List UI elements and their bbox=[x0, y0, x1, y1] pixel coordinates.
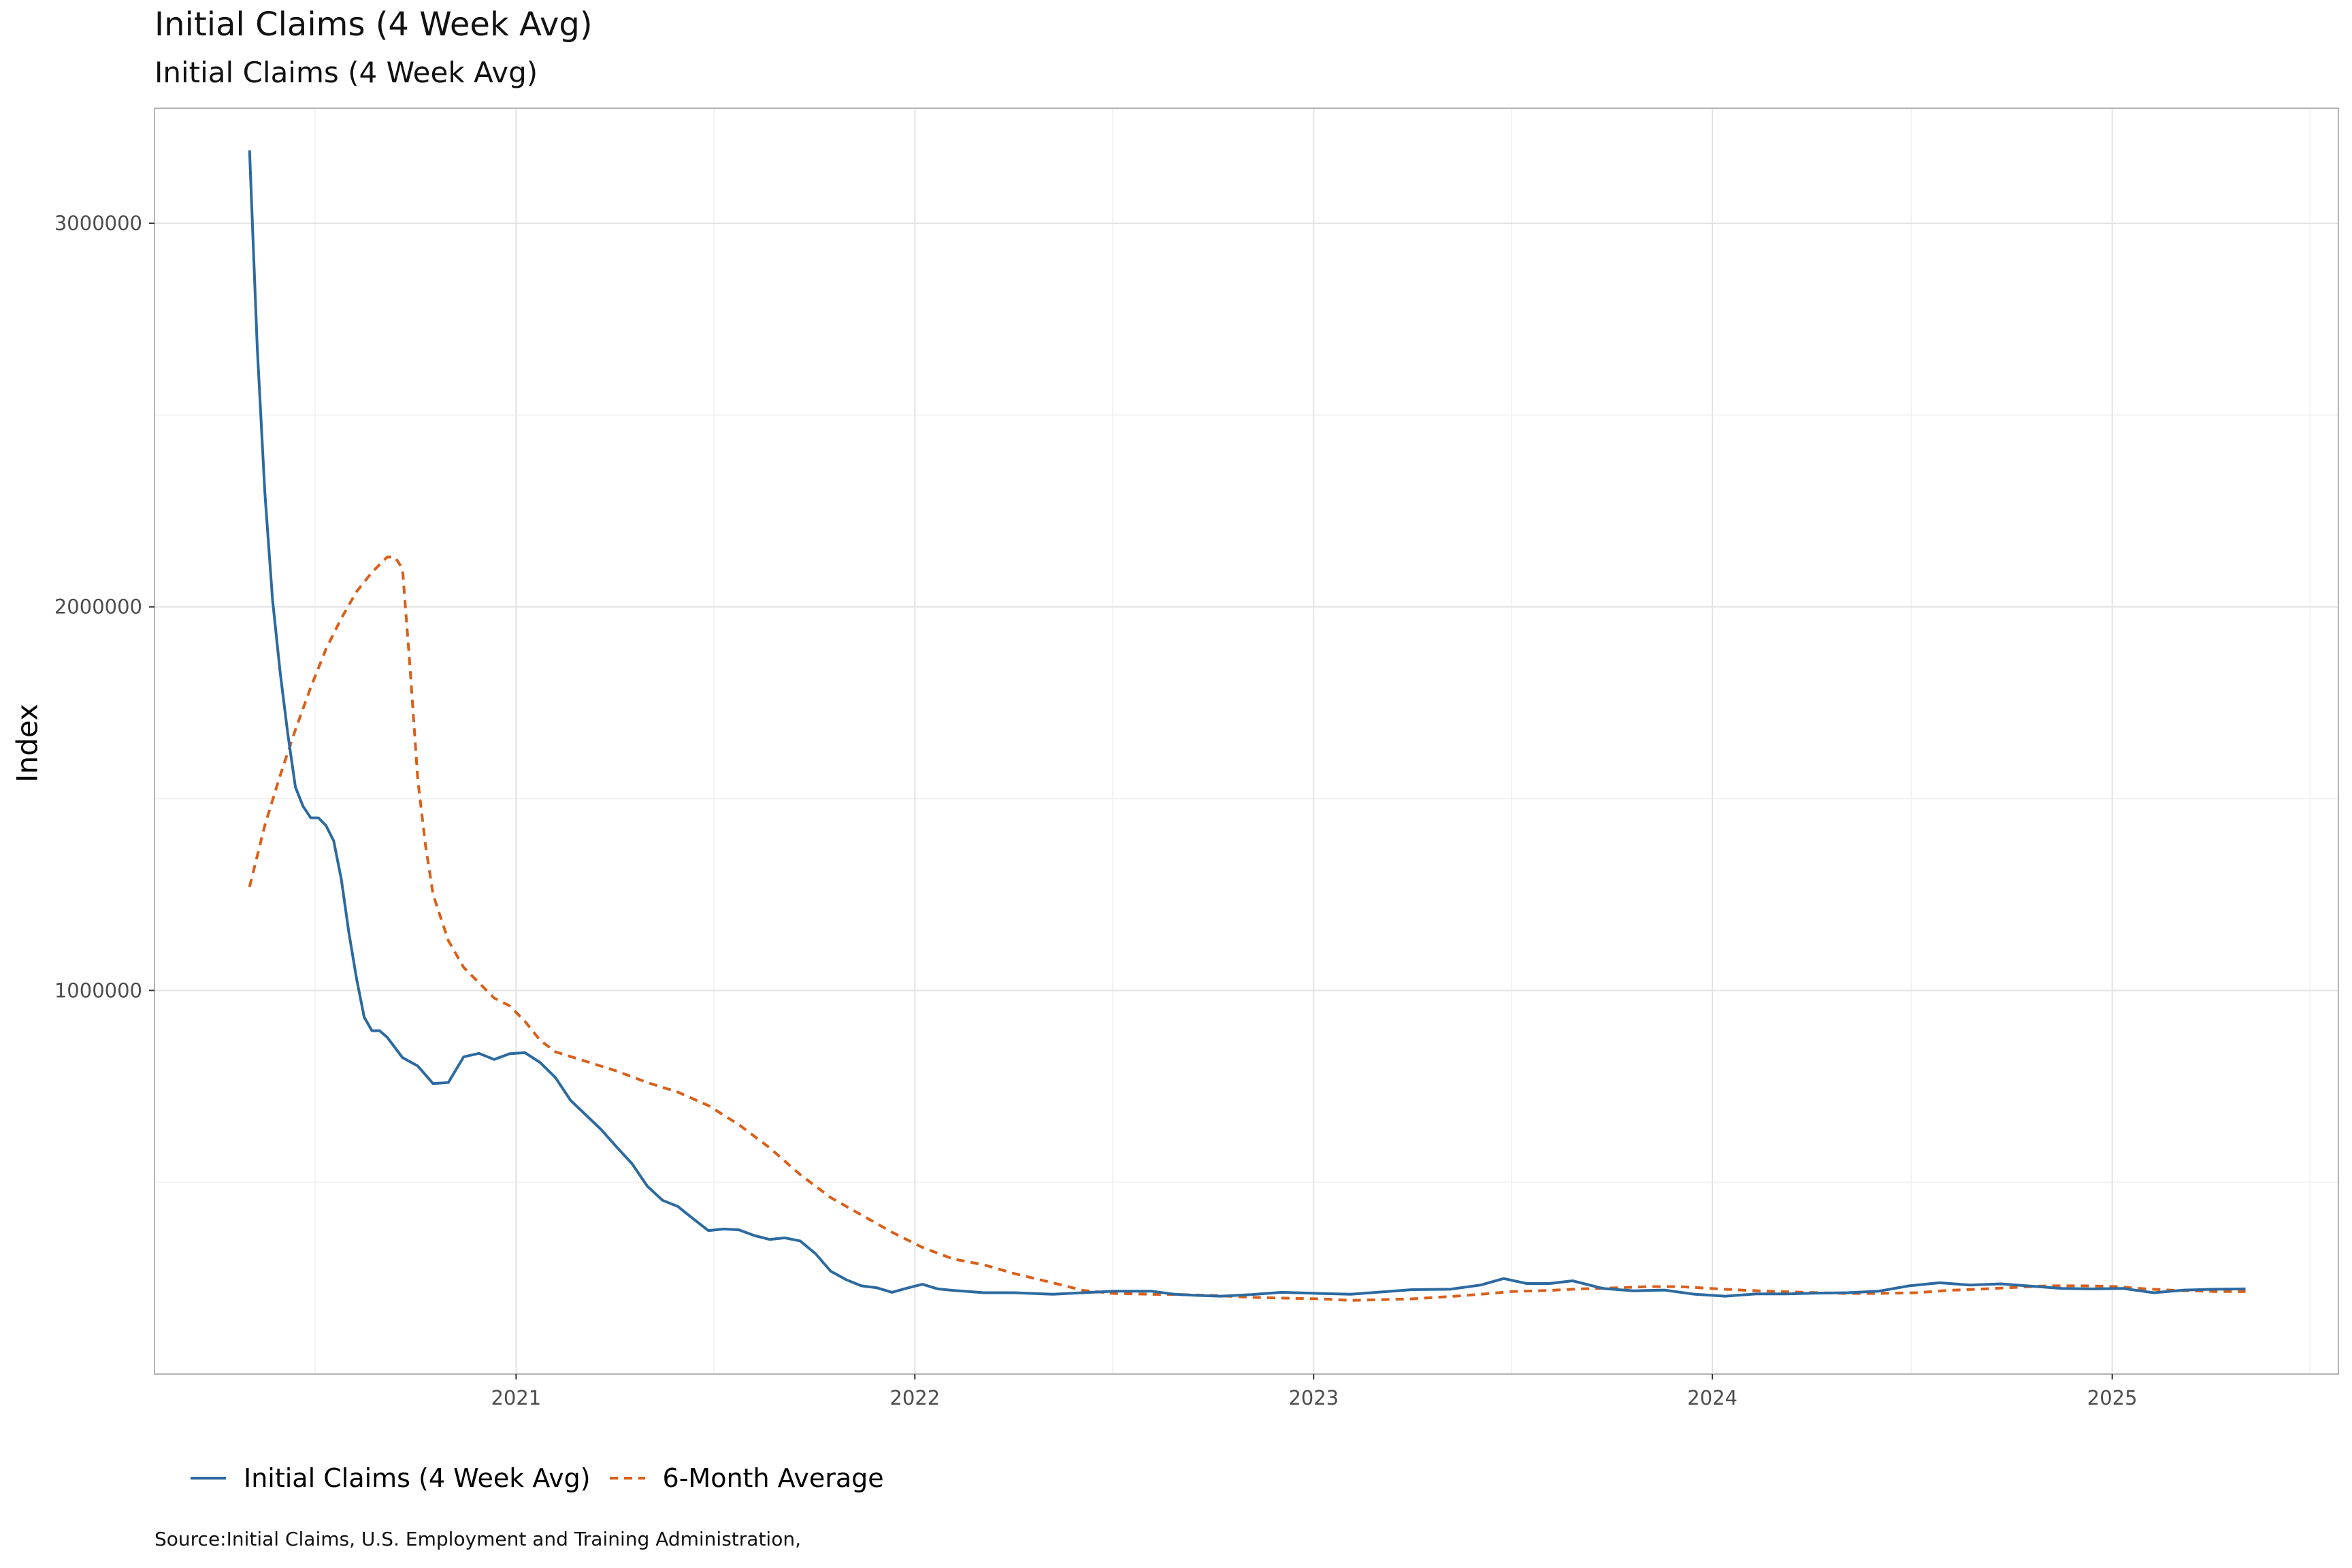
legend-item-initial-claims: Initial Claims (4 Week Avg) bbox=[189, 1463, 591, 1493]
minor-gridlines bbox=[154, 108, 2338, 1374]
major-gridlines bbox=[154, 108, 2338, 1374]
source-note: Source:Initial Claims, U.S. Employment a… bbox=[154, 1528, 801, 1550]
legend-key-dashed-line bbox=[608, 1465, 647, 1492]
chart-subtitle: Initial Claims (4 Week Avg) bbox=[154, 56, 538, 89]
legend-label-6-month-average: 6-Month Average bbox=[662, 1463, 884, 1493]
chart-title: Initial Claims (4 Week Avg) bbox=[154, 5, 593, 44]
series-line-6-month-average bbox=[248, 555, 2246, 1302]
legend-label-initial-claims: Initial Claims (4 Week Avg) bbox=[244, 1463, 591, 1493]
y-tick-label: 3000000 bbox=[54, 212, 142, 235]
legend-key-solid-line bbox=[189, 1465, 227, 1492]
series-layer bbox=[248, 150, 2246, 1302]
x-tick-label: 2023 bbox=[1288, 1386, 1339, 1409]
x-tick-label: 2022 bbox=[889, 1386, 940, 1409]
x-tick-label: 2025 bbox=[2087, 1386, 2138, 1409]
y-tick-label: 1000000 bbox=[54, 979, 142, 1002]
y-axis-ticks: 1000000 2000000 3000000 bbox=[54, 212, 154, 1002]
x-tick-label: 2021 bbox=[491, 1386, 541, 1409]
legend: Initial Claims (4 Week Avg) 6-Month Aver… bbox=[189, 1463, 884, 1493]
y-tick-label: 2000000 bbox=[54, 595, 142, 619]
legend-item-6-month-average: 6-Month Average bbox=[608, 1463, 884, 1493]
x-axis-ticks: 2021 2022 2023 2024 2025 bbox=[491, 1374, 2138, 1409]
series-line-initial-claims bbox=[248, 150, 2246, 1298]
x-tick-label: 2024 bbox=[1687, 1386, 1737, 1409]
plot-panel-border bbox=[154, 108, 2339, 1375]
